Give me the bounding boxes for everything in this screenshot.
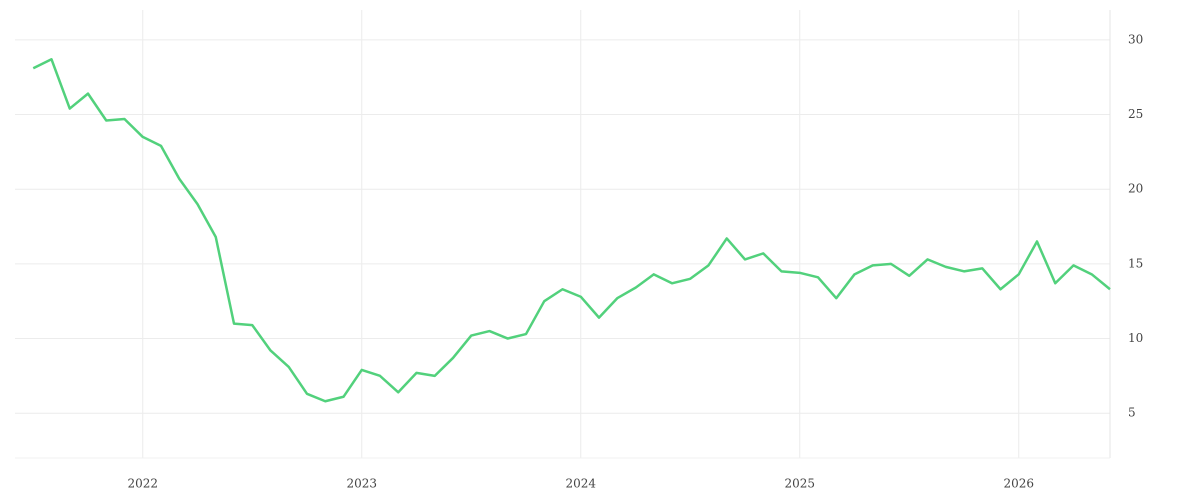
y-tick-label: 20 (1128, 182, 1143, 196)
x-tick-label: 2024 (565, 477, 596, 491)
data-line (32, 58, 1111, 403)
y-tick-label: 5 (1128, 406, 1136, 420)
x-tick-label: 2023 (346, 477, 377, 491)
x-tick-label: 2022 (127, 477, 158, 491)
y-tick-label: 30 (1128, 32, 1143, 46)
y-tick-label: 25 (1128, 107, 1143, 121)
y-tick-label: 15 (1128, 256, 1143, 270)
y-tick-label: 10 (1128, 331, 1143, 345)
x-tick-label: 2026 (1003, 477, 1034, 491)
x-tick-label: 2025 (784, 477, 815, 491)
